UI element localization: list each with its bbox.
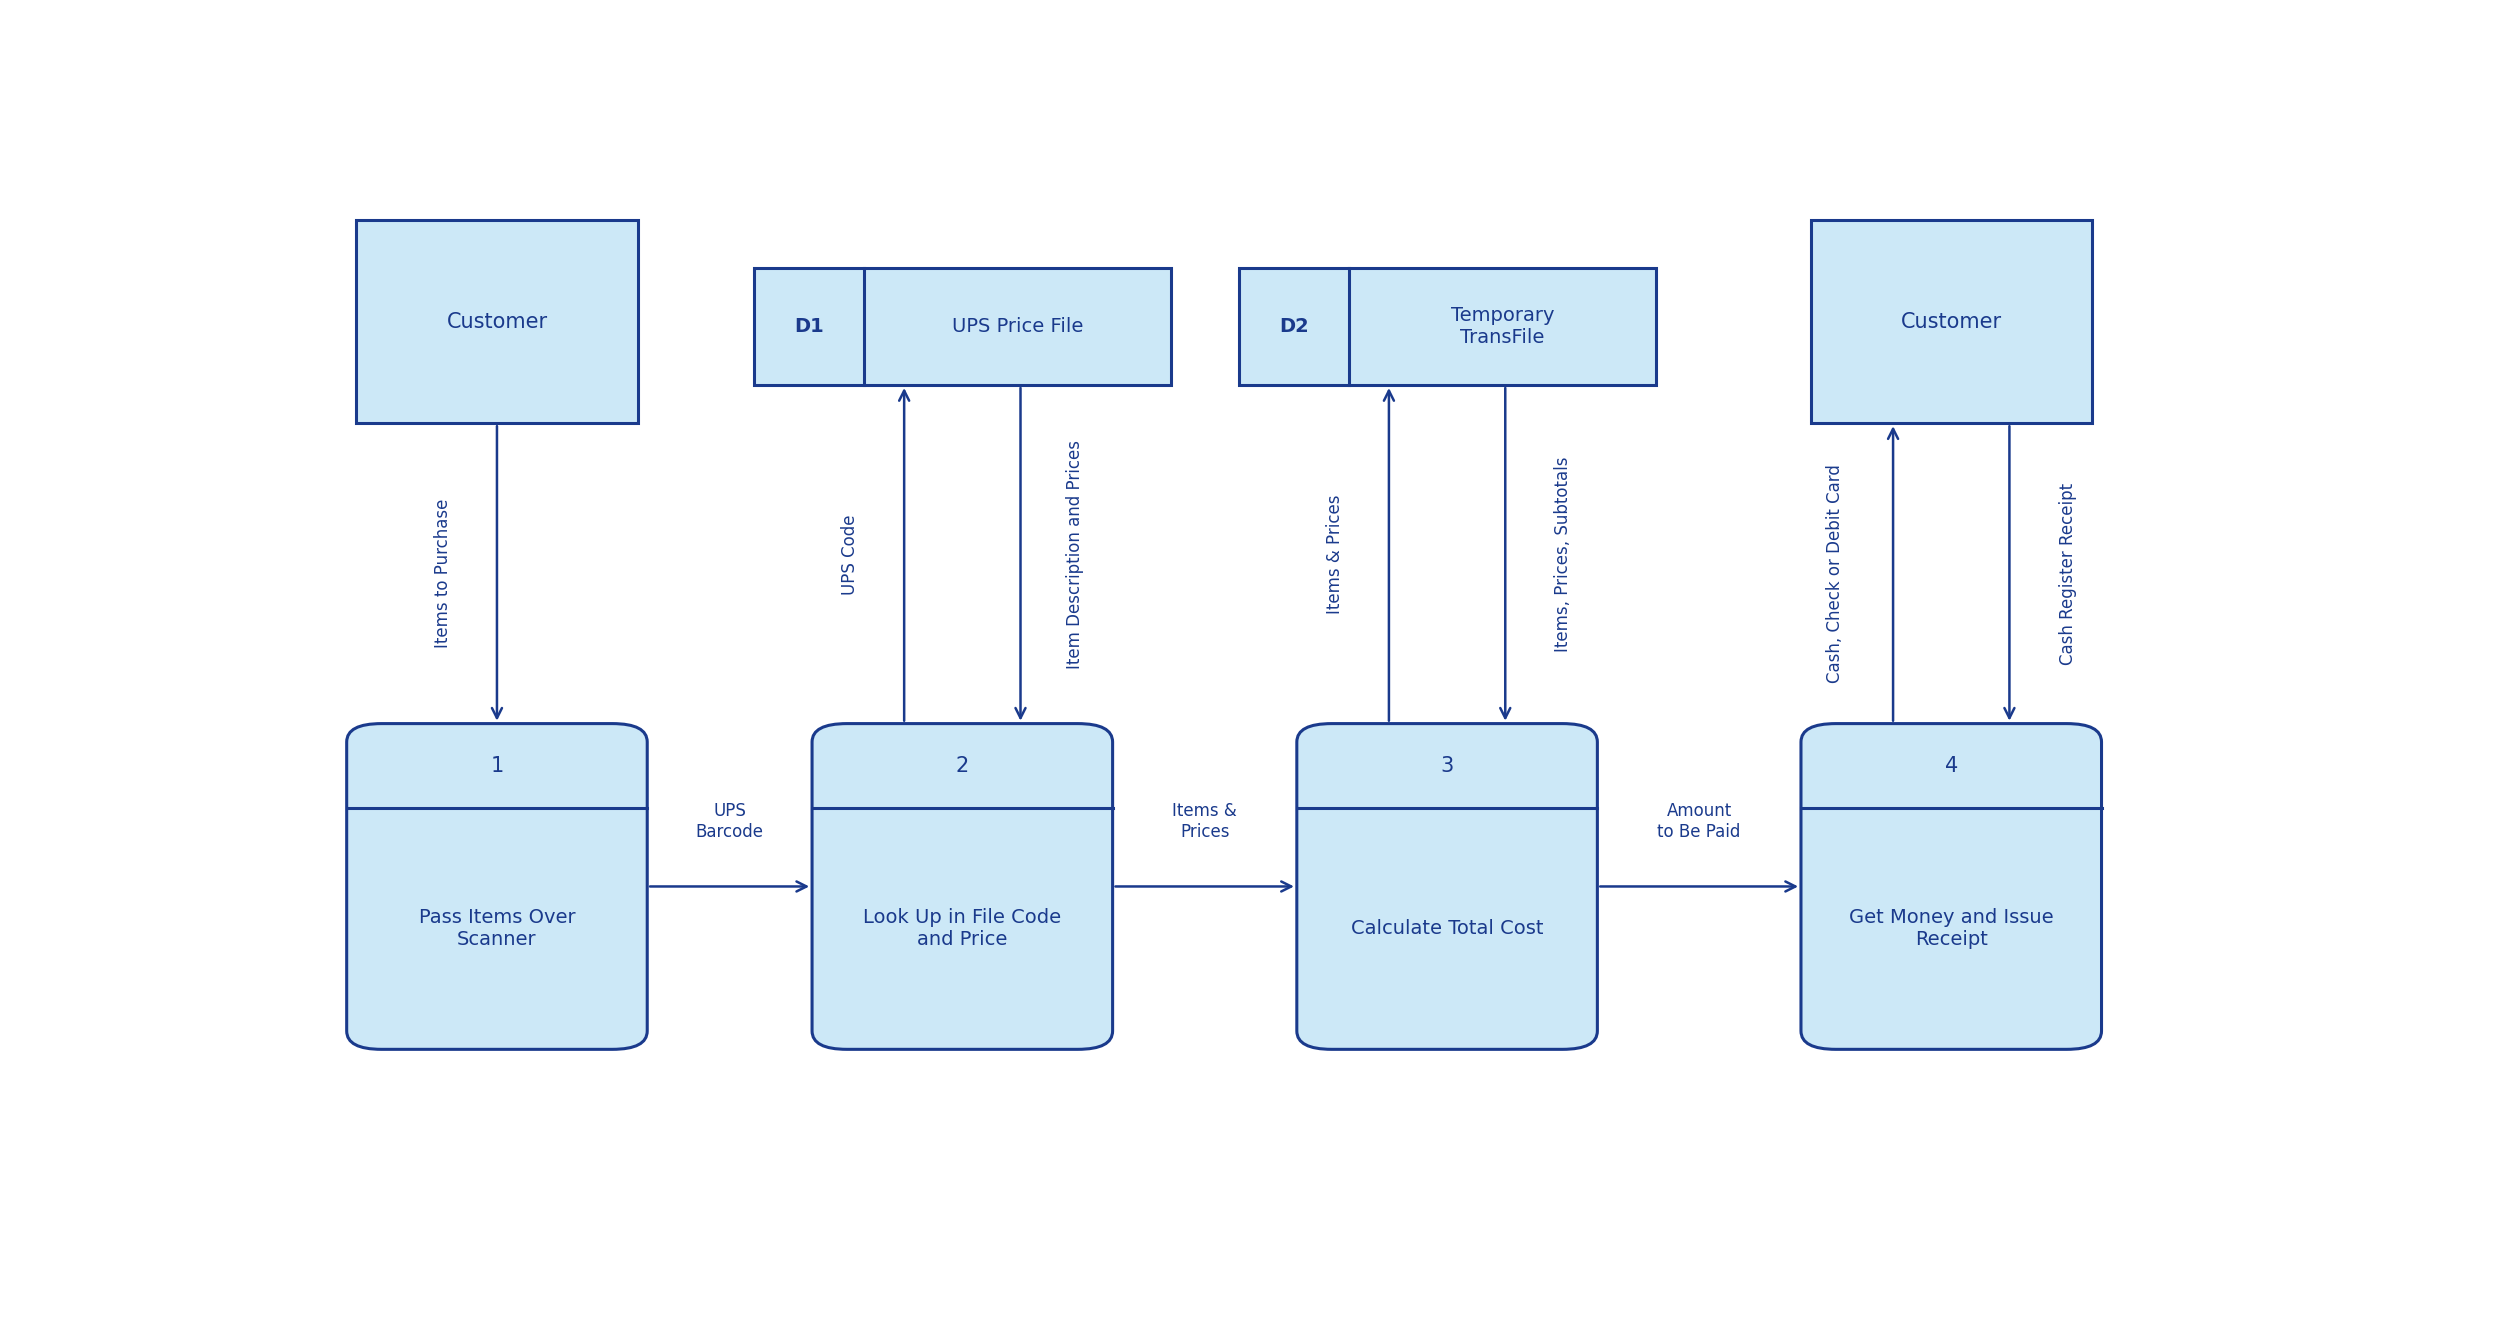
FancyBboxPatch shape <box>1811 219 2092 423</box>
Text: 3: 3 <box>1441 756 1454 776</box>
FancyBboxPatch shape <box>1238 268 1656 385</box>
FancyBboxPatch shape <box>1296 723 1596 1050</box>
Text: Pass Items Over
Scanner: Pass Items Over Scanner <box>418 908 575 949</box>
Text: Items &
Prices: Items & Prices <box>1173 802 1236 841</box>
FancyBboxPatch shape <box>753 268 1171 385</box>
Text: Amount
to Be Paid: Amount to Be Paid <box>1656 802 1741 841</box>
Text: D2: D2 <box>1279 317 1309 336</box>
FancyBboxPatch shape <box>355 219 638 423</box>
Text: Temporary
TransFile: Temporary TransFile <box>1451 307 1554 348</box>
Text: UPS Code: UPS Code <box>841 514 858 595</box>
Text: Customer: Customer <box>445 312 548 332</box>
Text: Items to Purchase: Items to Purchase <box>433 498 453 648</box>
Text: Look Up in File Code
and Price: Look Up in File Code and Price <box>863 908 1061 949</box>
Text: 4: 4 <box>1944 756 1959 776</box>
Text: Items, Prices, Subtotals: Items, Prices, Subtotals <box>1554 456 1571 652</box>
FancyBboxPatch shape <box>1801 723 2102 1050</box>
Text: Customer: Customer <box>1902 312 2002 332</box>
Text: 1: 1 <box>490 756 503 776</box>
FancyBboxPatch shape <box>348 723 648 1050</box>
Text: Item Description and Prices: Item Description and Prices <box>1066 440 1083 669</box>
Text: UPS Price File: UPS Price File <box>951 317 1083 336</box>
FancyBboxPatch shape <box>813 723 1113 1050</box>
Text: Calculate Total Cost: Calculate Total Cost <box>1351 919 1544 939</box>
Text: Cash Register Receipt: Cash Register Receipt <box>2059 483 2077 665</box>
Text: Get Money and Issue
Receipt: Get Money and Issue Receipt <box>1849 908 2054 949</box>
Text: Cash, Check or Debit Card: Cash, Check or Debit Card <box>1826 464 1844 683</box>
Text: D1: D1 <box>793 317 823 336</box>
Text: UPS
Barcode: UPS Barcode <box>696 802 763 841</box>
Text: Items & Prices: Items & Prices <box>1326 494 1344 615</box>
Text: 2: 2 <box>956 756 968 776</box>
